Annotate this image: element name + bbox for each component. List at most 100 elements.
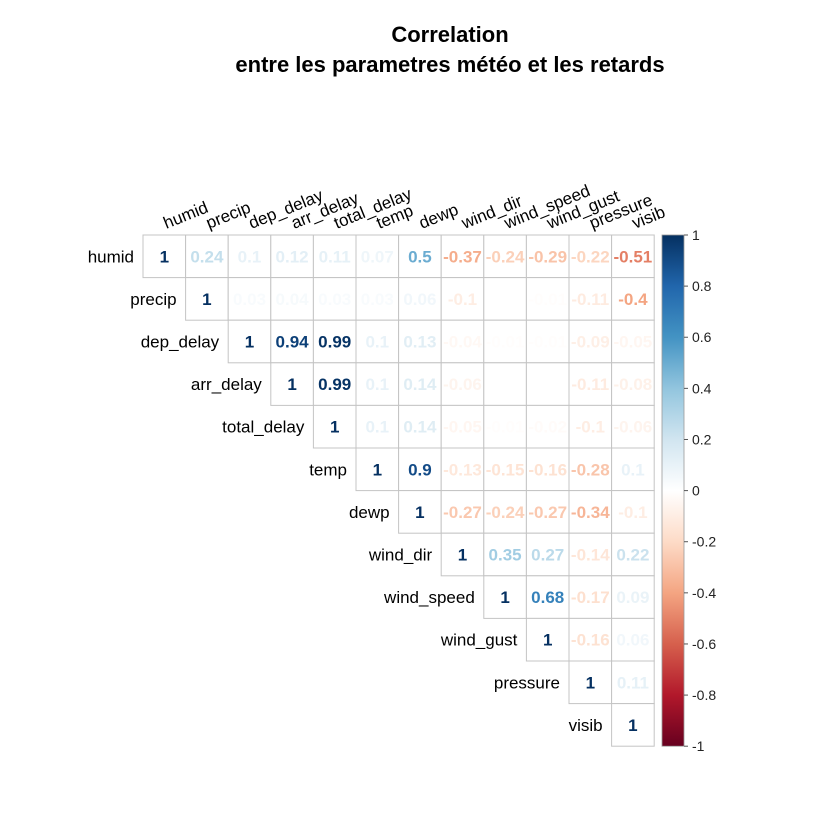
matrix-cell <box>355 362 400 406</box>
row-label: total_delay <box>222 418 305 437</box>
coefficient-label: 0.1 <box>365 375 389 394</box>
matrix-cell <box>312 404 357 449</box>
coefficient-label: -0.37 <box>443 247 482 266</box>
row-label: pressure <box>494 673 560 692</box>
row-label: humid <box>88 247 134 266</box>
coefficient-label: 0.9 <box>408 460 432 479</box>
coefficient-label: 0.24 <box>190 247 224 266</box>
matrix-cell <box>525 447 570 492</box>
matrix-cell <box>440 447 485 492</box>
coefficient-label: -0.17 <box>571 588 610 607</box>
coefficient-label: -0.02 <box>528 418 567 437</box>
matrix-cell <box>440 234 485 279</box>
column-label: dewp <box>416 200 461 233</box>
coefficient-label: -0.16 <box>571 631 610 650</box>
coefficient-label: 0.99 <box>318 333 351 352</box>
matrix-cell <box>525 490 570 534</box>
row-label: wind_dir <box>368 546 433 565</box>
coefficient-label: 0.04 <box>276 290 310 309</box>
matrix-cell <box>398 362 442 406</box>
coefficient-label: -0.05 <box>614 333 653 352</box>
matrix-cell <box>611 532 655 577</box>
colorbar-tick-label: 0.8 <box>692 278 712 294</box>
coefficient-label: 0.09 <box>616 588 649 607</box>
matrix-cell <box>398 277 442 321</box>
matrix-cell <box>611 319 655 364</box>
coefficient-label: -0.16 <box>528 460 567 479</box>
coefficient-label: 0.03 <box>318 290 351 309</box>
row-label: visib <box>569 716 603 735</box>
colorbar-tick-label: -0.8 <box>692 687 716 703</box>
matrix-cell <box>525 319 570 364</box>
coefficient-label: -0.01 <box>528 333 567 352</box>
coefficient-label: 0 <box>500 290 509 309</box>
coefficient-label: 1 <box>415 503 424 522</box>
coefficient-label: 0.99 <box>318 375 351 394</box>
matrix-cell <box>611 703 655 747</box>
coefficient-label: 0.27 <box>531 546 564 565</box>
matrix-cell <box>525 234 570 279</box>
coefficient-label: 0.22 <box>616 546 649 565</box>
coefficient-label: 1 <box>160 247 169 266</box>
coefficient-label: 0.07 <box>361 247 394 266</box>
coefficient-label: -0.24 <box>486 247 525 266</box>
matrix-cell <box>611 362 655 406</box>
matrix-cell <box>398 490 442 534</box>
coefficient-label: 0.11 <box>319 247 351 266</box>
coefficient-label: -0.15 <box>486 460 525 479</box>
coefficient-label: 1 <box>500 588 509 607</box>
row-label: dewp <box>349 503 390 522</box>
coefficient-label: 0.03 <box>233 290 266 309</box>
matrix-cell <box>355 277 400 321</box>
coefficient-label: -0.01 <box>486 418 525 437</box>
coefficient-label: 0.94 <box>276 333 310 352</box>
matrix-cell <box>355 234 400 279</box>
matrix-cell <box>227 319 272 364</box>
colorbar-tick-label: 0.2 <box>692 431 712 447</box>
coefficient-label: -0.34 <box>571 503 610 522</box>
matrix-cell <box>525 277 570 321</box>
coefficient-label: -0.11 <box>571 290 609 309</box>
matrix-cell <box>611 660 655 705</box>
matrix-cell <box>568 362 613 406</box>
coefficient-label: 1 <box>202 290 211 309</box>
row-label: arr_delay <box>191 375 262 394</box>
colorbar-tick-label: 0.6 <box>692 329 712 345</box>
matrix-cell <box>568 404 613 449</box>
matrix-cell <box>611 490 655 534</box>
coefficient-label: -0.27 <box>443 503 482 522</box>
coefficient-label: -0.28 <box>571 460 610 479</box>
coefficient-label: 0.35 <box>489 546 522 565</box>
coefficient-label: 0.13 <box>403 333 436 352</box>
coefficient-label: 0 <box>543 375 552 394</box>
coefficient-label: -0.4 <box>618 290 648 309</box>
chart-subtitle: entre les parametres météo et les retard… <box>235 52 665 77</box>
coefficient-label: 1 <box>330 418 339 437</box>
matrix-cell <box>355 447 400 492</box>
coefficient-label: -0.11 <box>571 375 609 394</box>
colorbar-tick-label: 1 <box>692 227 700 243</box>
coefficient-label: 0 <box>500 375 509 394</box>
coefficient-label: 1 <box>586 673 595 692</box>
row-label: wind_gust <box>440 631 518 650</box>
matrix-cell <box>611 447 655 492</box>
coefficient-label: -0.01 <box>486 333 525 352</box>
matrix-cell <box>568 234 613 279</box>
matrix-cell <box>142 234 187 279</box>
matrix-cell <box>483 575 527 619</box>
coefficient-label: 0.06 <box>403 290 436 309</box>
coefficient-label: 1 <box>458 546 467 565</box>
coefficient-label: 0.06 <box>616 631 649 650</box>
coefficient-label: 0.03 <box>361 290 394 309</box>
coefficient-label: 1 <box>287 375 296 394</box>
coefficient-label: 0.1 <box>621 460 645 479</box>
colorbar-tick-label: -1 <box>692 738 705 754</box>
matrix-cell <box>611 277 655 321</box>
coefficient-label: 1 <box>245 333 254 352</box>
coefficient-label: -0.29 <box>528 247 567 266</box>
matrix-cell <box>227 277 272 321</box>
matrix-cell <box>483 447 527 492</box>
matrix-cell <box>568 660 613 705</box>
matrix-cell <box>185 277 229 321</box>
